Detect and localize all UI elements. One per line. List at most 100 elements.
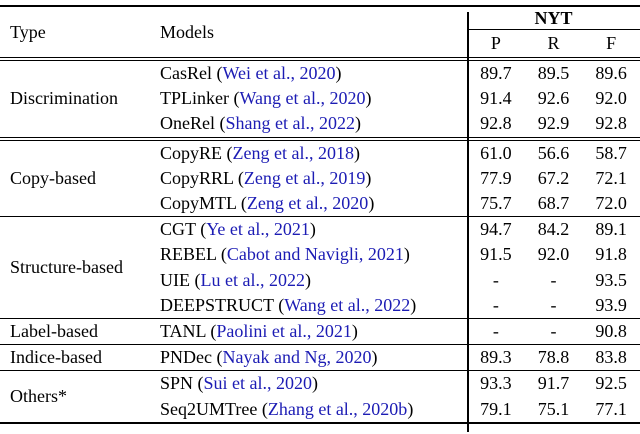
metric-value: 58.7: [595, 142, 627, 163]
table-section: Label-based TANL (Paolini et al., 2021) - -…: [0, 319, 640, 344]
table-row: CopyMTL (Zeng et al., 2020) 75.7 68.7 72.0: [155, 191, 640, 216]
section-divider-rule: [0, 216, 640, 218]
table-section: Others* SPN (Sui et al., 2020) 93.3 91.7 92.…: [0, 371, 640, 421]
column-separator-line: [467, 12, 469, 432]
type-label: Others*: [10, 385, 67, 406]
model-name: REBEL: [160, 244, 221, 265]
metric-value: 72.1: [595, 167, 627, 188]
metric-value: 61.0: [480, 142, 512, 163]
table-row: OneRel (Shang et al., 2022) 92.8 92.9 92.8: [155, 111, 640, 136]
citation-link[interactable]: Nayak and Ng, 2020: [222, 347, 372, 368]
section-rows: PNDec (Nayak and Ng, 2020) 89.3 78.8 83.8: [155, 345, 640, 370]
metric-value: 92.0: [595, 88, 627, 109]
model-cell: CasRel (Wei et al., 2020): [160, 63, 342, 84]
citation-link[interactable]: Zeng et al., 2020: [246, 193, 369, 214]
section-rows: SPN (Sui et al., 2020) 93.3 91.7 92.5 Seq2UM…: [155, 371, 640, 421]
col-header-type: Type: [10, 21, 46, 42]
metric-value: 75.1: [537, 398, 570, 419]
table-section: Indice-based PNDec (Nayak and Ng, 2020) 89…: [0, 345, 640, 370]
metric-value: 72.0: [595, 193, 627, 214]
table-row: TANL (Paolini et al., 2021) - - 90.8: [155, 319, 640, 344]
results-table: Type Models NYT P R F Discrimination CasR…: [0, 5, 640, 434]
col-header-recall: R: [547, 33, 560, 53]
metric-value: 92.5: [595, 373, 627, 394]
citation-link[interactable]: Zeng et al., 2018: [232, 142, 354, 163]
metric-values: 89.3 78.8 83.8: [467, 347, 640, 368]
model-cell: CGT (Ye et al., 2021): [160, 219, 316, 240]
metric-values: - - 90.8: [467, 321, 640, 342]
model-name: SPN: [160, 373, 198, 394]
citation-link[interactable]: Zhang et al., 2020b: [267, 398, 408, 419]
citation-link[interactable]: Wang et al., 2020: [239, 88, 366, 109]
model-name: TANL: [160, 320, 211, 341]
model-name: CopyRE: [160, 142, 227, 163]
model-cell: PNDec (Nayak and Ng, 2020): [160, 347, 378, 368]
metric-value: 92.0: [537, 244, 570, 265]
table-row: CasRel (Wei et al., 2020) 89.7 89.5 89.6: [155, 61, 640, 86]
metric-values: 91.5 92.0 91.8: [467, 244, 640, 265]
metric-value: 79.1: [480, 398, 512, 419]
table-body: Discrimination CasRel (Wei et al., 2020) 8…: [0, 61, 640, 422]
metric-value: 92.8: [480, 113, 512, 134]
section-rows: TANL (Paolini et al., 2021) - - 90.8: [155, 319, 640, 344]
metric-value: 77.1: [595, 398, 627, 419]
citation-link[interactable]: Wang et al., 2022: [284, 294, 411, 315]
metric-values: 61.0 56.6 58.7: [467, 143, 640, 164]
metric-value: -: [550, 269, 557, 290]
section-rows: CGT (Ye et al., 2021) 94.7 84.2 89.1 REBEL (…: [155, 217, 640, 318]
metric-value: 93.3: [480, 373, 512, 394]
model-cell: REBEL (Cabot and Navigli, 2021): [160, 244, 410, 265]
type-label: Label-based: [10, 320, 98, 341]
metric-value: 91.8: [595, 244, 627, 265]
model-cell: DEEPSTRUCT (Wang et al., 2022): [160, 294, 417, 315]
table-row: CopyRE (Zeng et al., 2018) 61.0 56.6 58.7: [155, 141, 640, 166]
table-row: UIE (Lu et al., 2022) - - 93.5: [155, 268, 640, 293]
table-section: Structure-based CGT (Ye et al., 2021) 94.7…: [0, 217, 640, 318]
model-name: OneRel: [160, 113, 220, 134]
col-header-models: Models: [160, 21, 214, 42]
table-row: REBEL (Cabot and Navigli, 2021) 91.5 92.0 9…: [155, 242, 640, 267]
model-name: CopyRRL: [160, 167, 238, 188]
metric-value: 77.9: [480, 167, 512, 188]
citation-link[interactable]: Ye et al., 2021: [206, 219, 310, 240]
metric-value: 75.7: [480, 193, 512, 214]
metric-value: -: [492, 294, 499, 315]
table-row: CopyRRL (Zeng et al., 2019) 77.9 67.2 72.1: [155, 166, 640, 191]
type-label: Copy-based: [10, 167, 96, 188]
metric-value: 78.8: [537, 347, 570, 368]
model-cell: TANL (Paolini et al., 2021): [160, 320, 358, 341]
section-rows: CasRel (Wei et al., 2020) 89.7 89.5 89.6 TPL…: [155, 61, 640, 137]
citation-link[interactable]: Paolini et al., 2021: [216, 320, 352, 341]
model-cell: Seq2UMTree (Zhang et al., 2020b): [160, 398, 414, 419]
metric-value: 93.9: [595, 294, 627, 315]
metric-value: 89.7: [480, 63, 512, 84]
metric-values: 77.9 67.2 72.1: [467, 168, 640, 189]
col-header-precision: P: [490, 33, 501, 53]
metric-value: 93.5: [595, 269, 627, 290]
model-name: Seq2UMTree: [160, 398, 262, 419]
citation-link[interactable]: Sui et al., 2020: [203, 373, 313, 394]
model-cell: CopyRRL (Zeng et al., 2019): [160, 167, 372, 188]
metric-values: 92.8 92.9 92.8: [467, 113, 640, 134]
citation-link[interactable]: Lu et al., 2022: [200, 269, 305, 290]
metric-values: 75.7 68.7 72.0: [467, 193, 640, 214]
citation-link[interactable]: Wei et al., 2020: [222, 63, 336, 84]
model-name: CopyMTL: [160, 193, 241, 214]
citation-link[interactable]: Shang et al., 2022: [225, 113, 355, 134]
metric-value: 83.8: [595, 347, 627, 368]
model-cell: UIE (Lu et al., 2022): [160, 269, 311, 290]
metric-value: 89.1: [595, 219, 627, 240]
section-divider-rule: [0, 317, 640, 319]
model-cell: TPLinker (Wang et al., 2020): [160, 88, 372, 109]
type-label: Indice-based: [10, 347, 102, 368]
metric-values: 94.7 84.2 89.1: [467, 219, 640, 240]
table-row: TPLinker (Wang et al., 2020) 91.4 92.6 92.0: [155, 86, 640, 111]
metric-values: 93.3 91.7 92.5: [467, 373, 640, 394]
citation-link[interactable]: Zeng et al., 2019: [243, 167, 366, 188]
model-name: PNDec: [160, 347, 217, 368]
metric-value: 92.6: [537, 88, 570, 109]
table-header: Type Models NYT P R F: [0, 7, 640, 57]
citation-link[interactable]: Cabot and Navigli, 2021: [226, 244, 404, 265]
section-divider-rule: [0, 370, 640, 372]
model-cell: SPN (Sui et al., 2020): [160, 373, 319, 394]
